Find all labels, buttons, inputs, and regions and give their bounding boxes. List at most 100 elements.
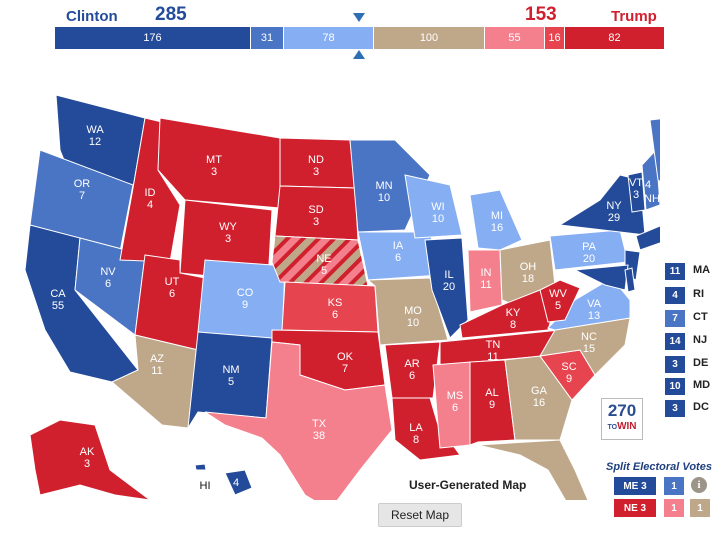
- state-AK[interactable]: [29, 419, 151, 500]
- state-AR[interactable]: [384, 341, 441, 399]
- label-MO: MO: [404, 305, 422, 317]
- small-state-ev: 4: [665, 287, 685, 304]
- bar-segment-tossup: 100: [374, 27, 485, 49]
- svg-text:AR6: AR 6: [404, 358, 419, 382]
- small-state-ev: 14: [665, 333, 685, 350]
- state-MS[interactable]: [432, 361, 471, 449]
- svg-text:VT3: VT 3: [629, 177, 643, 201]
- small-state-CT[interactable]: 7 CT: [665, 310, 715, 327]
- label-WV: WV: [549, 288, 567, 300]
- label-NE: NE: [316, 253, 331, 265]
- state-MO[interactable]: [366, 277, 449, 346]
- midpoint-up-arrow-icon: [353, 50, 365, 59]
- small-state-NJ[interactable]: 14 NJ: [665, 333, 715, 350]
- state-MD[interactable]: [573, 264, 629, 291]
- state-WI[interactable]: [404, 174, 463, 239]
- label-OH: OH: [520, 261, 537, 273]
- rep-candidate-name: Trump: [611, 8, 657, 25]
- svg-text:ND3: ND 3: [308, 154, 324, 178]
- dem-electoral-total: 285: [155, 4, 187, 25]
- small-state-ev: 3: [665, 400, 685, 417]
- label-TX: TX: [312, 418, 327, 430]
- state-labels: WA 12 OR 7 CA 55 NV 6 ID 4 MT 3 WY 3 UT 6 AZ 11 C…: [50, 124, 660, 492]
- svg-text:MT3: MT 3: [206, 154, 222, 178]
- small-state-DC[interactable]: 3 DC: [665, 400, 715, 417]
- svg-text:OR7: OR 7: [74, 178, 91, 202]
- svg-text:IA6: IA 6: [393, 240, 404, 264]
- label-IL: IL: [444, 269, 453, 281]
- label-HI: HI: [200, 480, 211, 492]
- split-ne-tossup-vote[interactable]: 1: [690, 499, 710, 517]
- us-map[interactable]: WA 12 OR 7 CA 55 NV 6 ID 4 MT 3 WY 3 UT 6 AZ 11 C…: [0, 60, 660, 500]
- label-VA: VA: [587, 298, 602, 310]
- split-me-d-vote[interactable]: 1: [664, 477, 684, 495]
- label-MT: MT: [206, 154, 222, 166]
- state-AL[interactable]: [469, 359, 516, 446]
- label-NC: NC: [581, 331, 597, 343]
- 270towin-logo[interactable]: 270 TOWIN: [601, 398, 643, 440]
- svg-text:ID4: ID 4: [145, 187, 156, 211]
- small-state-abbr: MD: [693, 379, 711, 391]
- bar-segment-lean-r: 55: [485, 27, 545, 49]
- svg-text:NE5: NE 5: [316, 253, 331, 277]
- label-HI-ev: 4: [233, 477, 239, 489]
- state-IL[interactable]: [424, 237, 469, 339]
- label-OR: OR: [74, 178, 91, 190]
- label-PA: PA: [582, 241, 597, 253]
- state-MT[interactable]: [157, 117, 281, 209]
- small-state-abbr: RI: [693, 288, 704, 300]
- split-ne-r-vote[interactable]: 1: [664, 499, 684, 517]
- label-GA: GA: [531, 385, 548, 397]
- label-NH: NH: [644, 193, 660, 205]
- label-VT: VT: [629, 177, 643, 189]
- reset-map-button[interactable]: Reset Map: [378, 503, 462, 527]
- state-FL[interactable]: [477, 439, 590, 500]
- small-state-ev: 7: [665, 310, 685, 327]
- info-icon[interactable]: i: [691, 477, 707, 493]
- label-WY: WY: [219, 221, 237, 233]
- label-NM: NM: [222, 364, 239, 376]
- state-WV[interactable]: [539, 279, 581, 323]
- state-HI[interactable]: [224, 469, 253, 496]
- dem-candidate-name: Clinton: [66, 8, 118, 25]
- small-state-abbr: NJ: [693, 334, 708, 346]
- label-IA: IA: [393, 240, 404, 252]
- label-CA: CA: [50, 288, 66, 300]
- small-state-DE[interactable]: 3 DE: [665, 356, 715, 373]
- small-state-abbr: DC: [693, 401, 709, 413]
- label-SD: SD: [308, 204, 323, 216]
- small-state-ev: 3: [665, 356, 685, 373]
- label-AZ: AZ: [150, 353, 164, 365]
- label-WA: WA: [86, 124, 104, 136]
- svg-text:WY3: WY 3: [219, 221, 237, 245]
- small-state-RI[interactable]: 4 RI: [665, 287, 715, 304]
- label-MN: MN: [375, 180, 392, 192]
- state-TX[interactable]: [204, 341, 393, 500]
- state-VA[interactable]: [547, 277, 631, 331]
- small-state-abbr: DE: [693, 357, 709, 369]
- rep-electoral-total: 153: [525, 4, 557, 25]
- state-MI[interactable]: [469, 189, 523, 251]
- state-AZ[interactable]: [111, 334, 199, 429]
- svg-text:KY8: KY 8: [506, 307, 521, 331]
- state-DE[interactable]: [624, 267, 636, 293]
- svg-text:LA8: LA 8: [409, 422, 423, 446]
- svg-text:SC9: SC 9: [561, 361, 576, 385]
- state-HI-islands: [194, 463, 207, 471]
- state-VT[interactable]: [627, 171, 646, 213]
- label-AR: AR: [404, 358, 419, 370]
- state-ME[interactable]: [649, 118, 660, 185]
- small-state-MA[interactable]: 11 MA: [665, 263, 715, 280]
- small-state-MD[interactable]: 10 MD: [665, 378, 715, 395]
- svg-text:NV6: NV 6: [100, 266, 116, 290]
